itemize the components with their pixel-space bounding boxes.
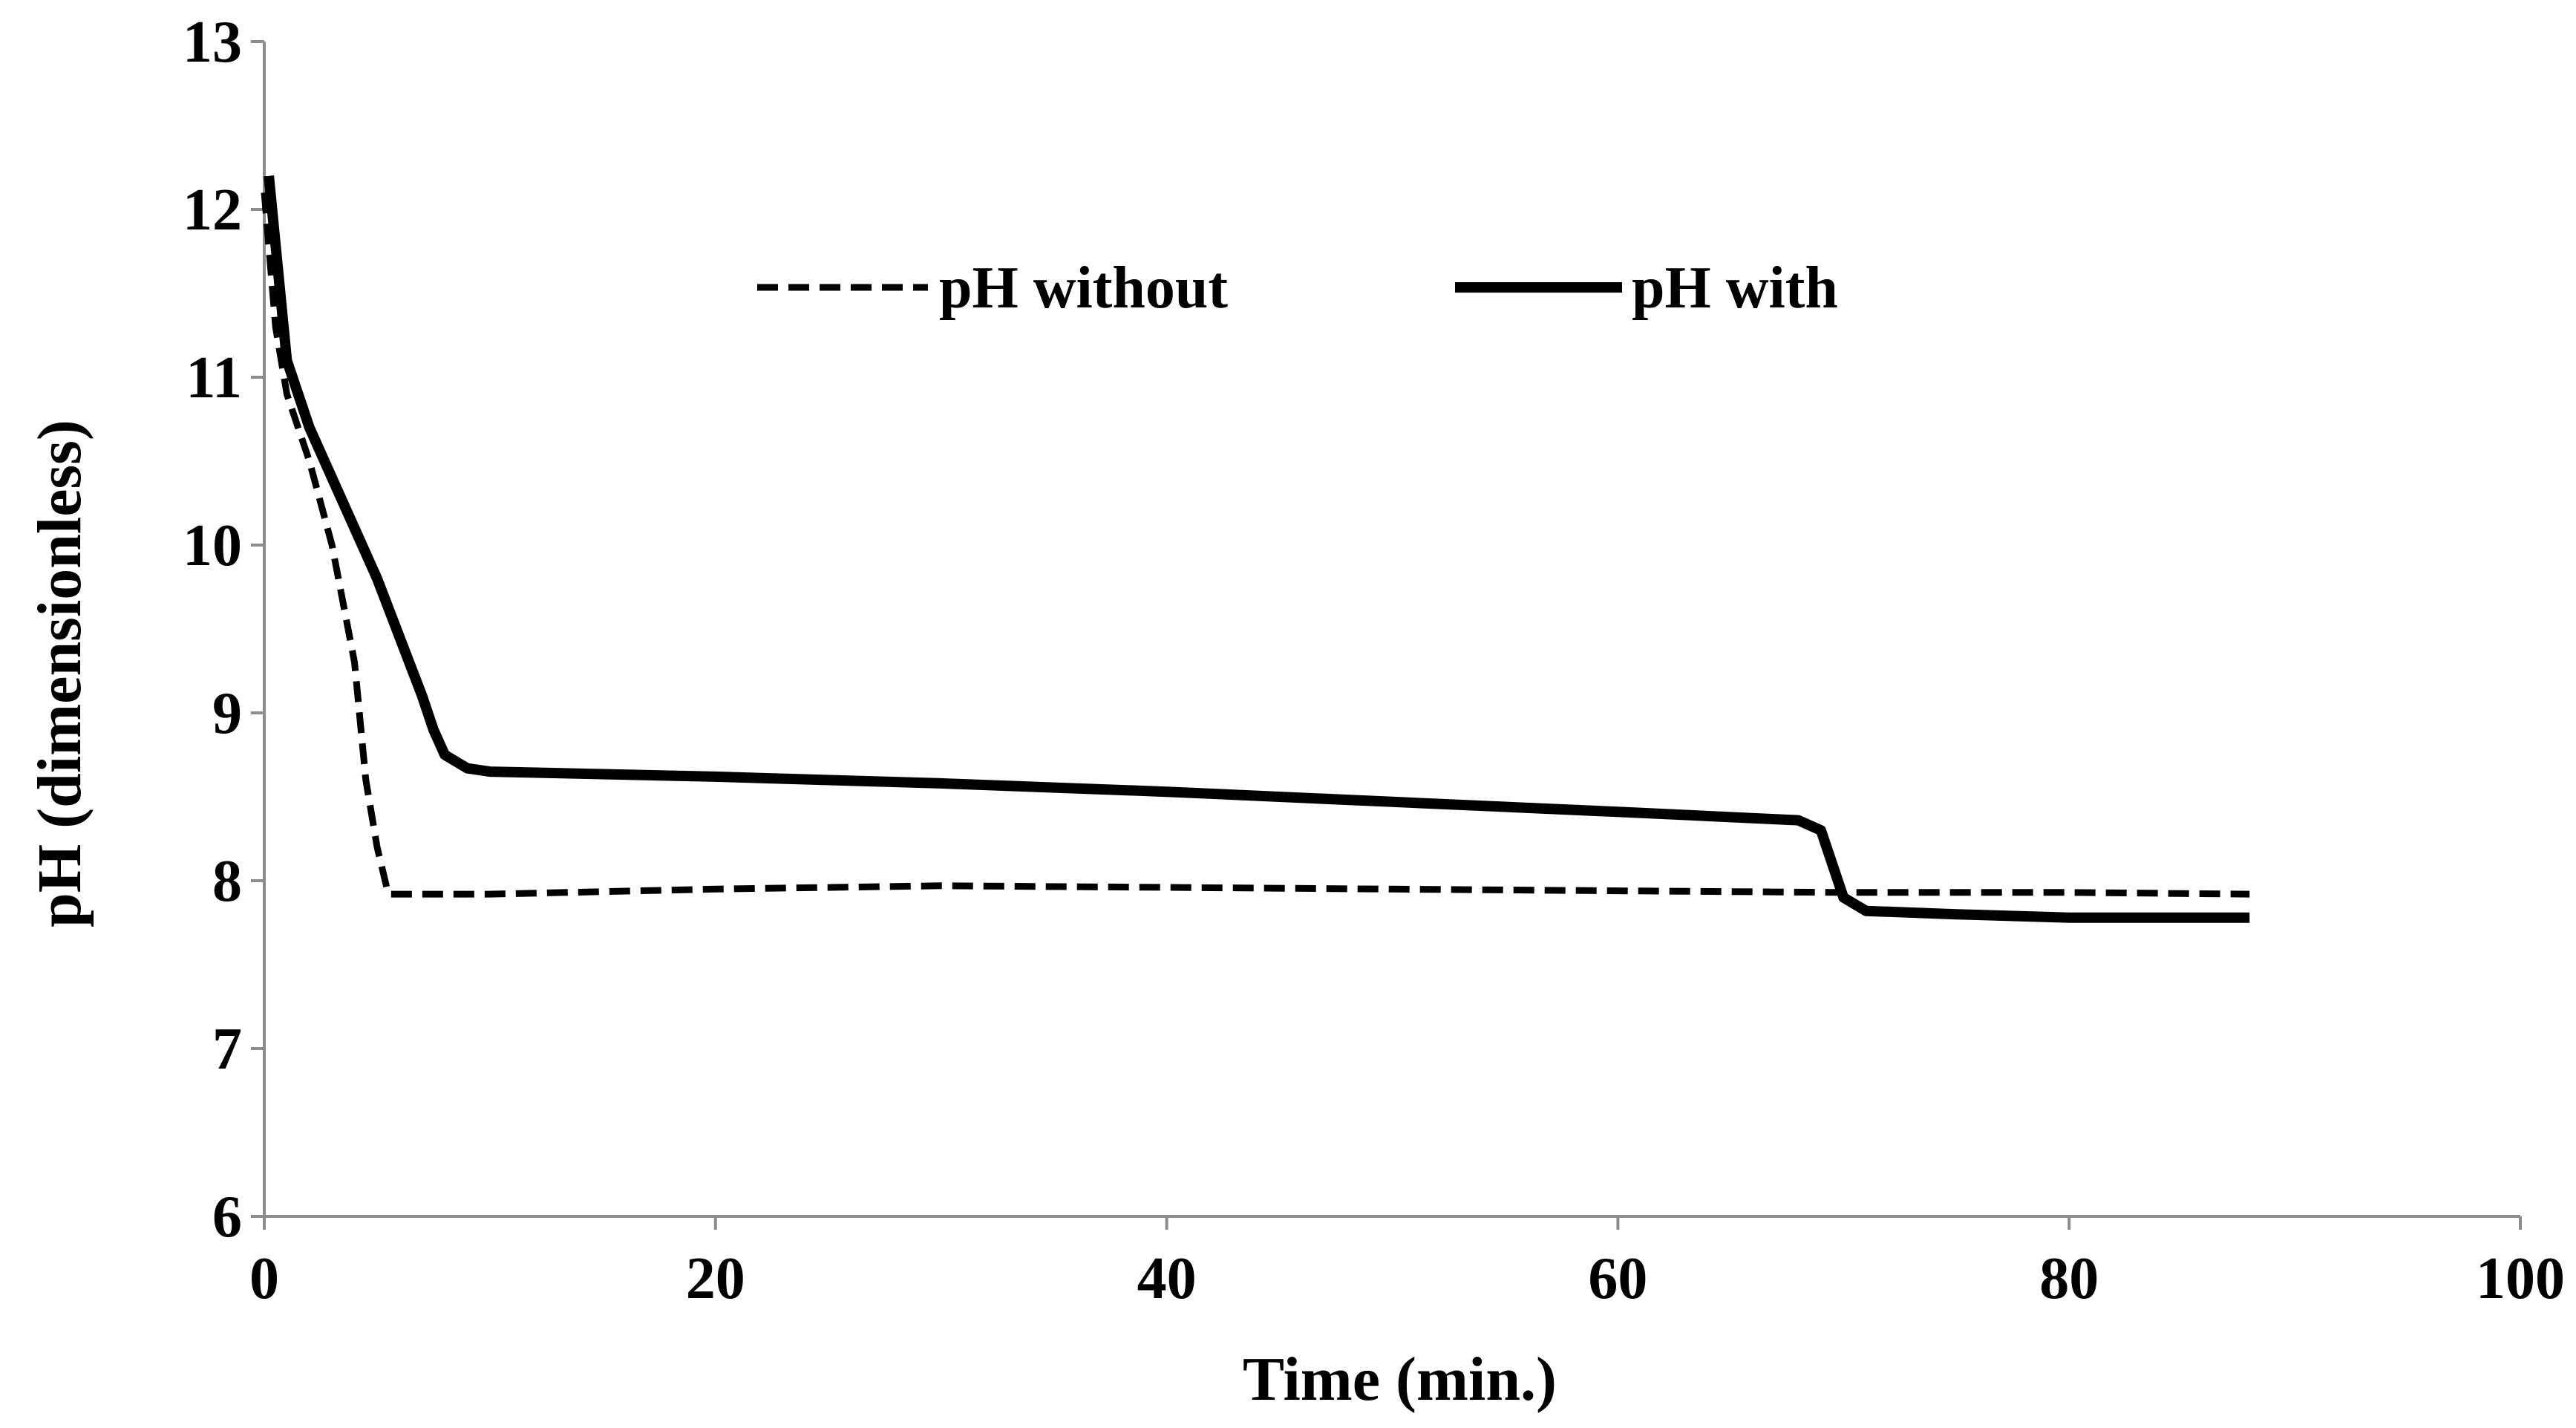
series-line-ph-with [264,175,2250,923]
x-tick-label: 0 [249,1246,279,1311]
y-tick-label: 10 [183,513,242,578]
y-tick-label: 7 [212,1017,242,1082]
legend: pH without pH with [757,255,1838,321]
x-tick-label: 80 [2039,1246,2099,1311]
x-tick-label: 60 [1588,1246,1647,1311]
legend-label: pH with [1632,255,1838,321]
x-tick-label: 100 [2476,1246,2565,1311]
x-axis-title: Time (min.) [1243,1345,1557,1414]
x-tick-label: 40 [1137,1246,1197,1311]
axes: 6 7 8 9 10 11 12 13 0 20 40 60 80 100 [183,10,2565,1311]
y-axis-title: pH (dimensionless) [25,420,94,927]
series-line-ph-without [261,192,2250,898]
y-tick-label: 6 [212,1184,242,1250]
y-tick-label: 13 [183,10,242,75]
y-tick-label: 9 [212,681,242,746]
y-tick-label: 12 [183,177,242,243]
x-tick-label: 20 [686,1246,745,1311]
series-layer [261,175,2250,923]
legend-label: pH without [939,255,1228,321]
y-tick-label: 11 [186,345,242,411]
y-tick-label: 8 [212,849,242,914]
